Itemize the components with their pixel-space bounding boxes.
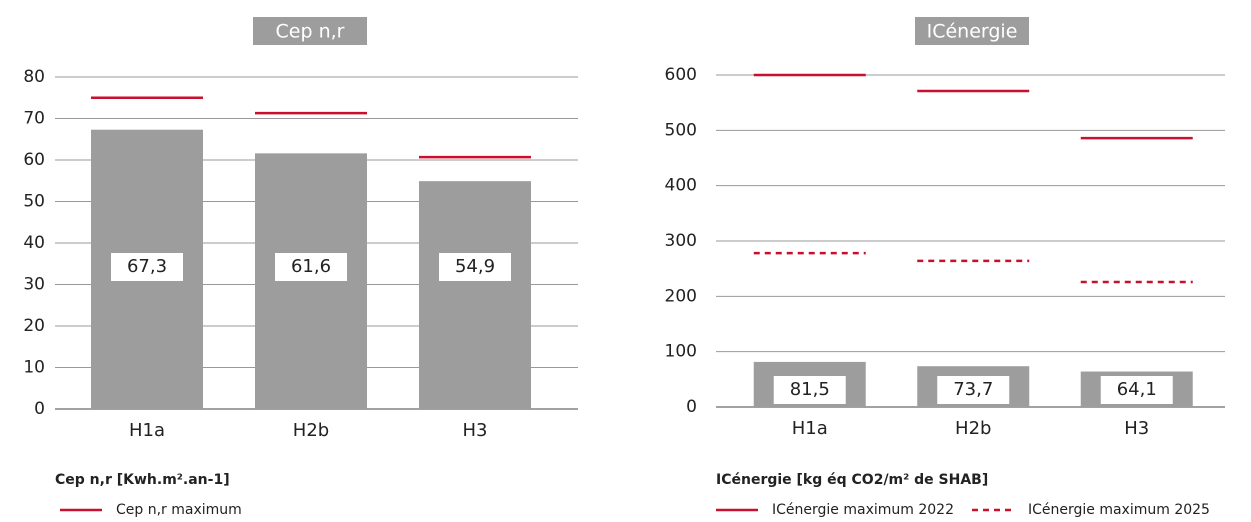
- y-tick-label: 20: [23, 316, 45, 336]
- y-tick-label: 60: [23, 150, 45, 170]
- value-label: 81,5: [790, 379, 830, 400]
- value-label: 61,6: [291, 256, 331, 277]
- value-label-box: [111, 253, 183, 281]
- value-label-box: [439, 253, 511, 281]
- title-box: [253, 17, 367, 45]
- y-tick-label: 300: [665, 231, 697, 251]
- x-tick-label: H1a: [129, 420, 165, 441]
- chart-title: Cep n,r: [276, 21, 345, 43]
- y-tick-label: 200: [665, 286, 697, 306]
- chart-title: ICénergie: [927, 21, 1018, 43]
- legend-label: ICénergie maximum 2022: [772, 502, 954, 518]
- y-tick-label: 80: [23, 67, 45, 87]
- y-tick-label: 400: [665, 176, 697, 196]
- bar: [255, 153, 367, 409]
- y-tick-label: 600: [665, 65, 697, 85]
- axis-label: Cep n,r [Kwh.m².an-1]: [55, 472, 230, 488]
- x-tick-label: H3: [1124, 418, 1149, 439]
- bar: [419, 181, 531, 409]
- value-label: 54,9: [455, 256, 495, 277]
- value-label-box: [275, 253, 347, 281]
- x-tick-label: H1a: [792, 418, 828, 439]
- value-label-box: [773, 376, 846, 404]
- x-tick-label: H3: [463, 420, 488, 441]
- title-box: [915, 17, 1029, 45]
- y-tick-label: 40: [23, 233, 45, 253]
- axis-label: ICénergie [kg éq CO2/m² de SHAB]: [716, 472, 988, 488]
- value-label: 73,7: [953, 379, 993, 400]
- y-tick-label: 70: [23, 109, 45, 129]
- value-label-box: [1100, 376, 1173, 404]
- y-tick-label: 100: [665, 342, 697, 362]
- value-label: 67,3: [127, 256, 167, 277]
- legend-label: ICénergie maximum 2025: [1028, 502, 1210, 518]
- y-tick-label: 0: [34, 399, 45, 419]
- y-tick-label: 10: [23, 358, 45, 378]
- value-label: 64,1: [1117, 379, 1157, 400]
- y-tick-label: 500: [665, 120, 697, 140]
- y-tick-label: 30: [23, 275, 45, 295]
- legend-label: Cep n,r maximum: [116, 502, 242, 518]
- y-tick-label: 50: [23, 192, 45, 212]
- y-tick-label: 0: [686, 397, 697, 417]
- x-tick-label: H2b: [955, 418, 991, 439]
- x-tick-label: H2b: [293, 420, 329, 441]
- value-label-box: [937, 376, 1010, 404]
